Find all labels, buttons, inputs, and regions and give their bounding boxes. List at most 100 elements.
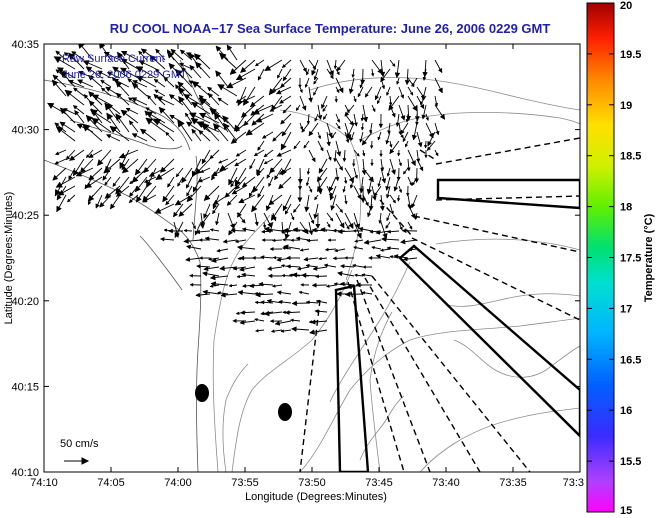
current-vector-head: [119, 67, 127, 74]
current-vector-head: [313, 91, 317, 96]
current-vector-head: [439, 113, 446, 120]
current-vector-head: [336, 119, 341, 123]
current-vector-head: [367, 212, 372, 218]
current-vector-head: [406, 193, 410, 197]
current-vector-head: [305, 71, 310, 76]
current-vector-head: [353, 98, 357, 103]
current-vector-head: [69, 155, 76, 161]
current-vector-head: [158, 106, 166, 114]
current-vector-head: [364, 201, 369, 207]
current-vector-head: [249, 192, 253, 198]
current-vector-head: [175, 68, 183, 77]
current-vector-head: [392, 199, 396, 204]
current-vector-head: [241, 181, 248, 188]
current-vector-head: [143, 166, 150, 174]
current-vector-head: [204, 236, 210, 241]
current-vector-head: [326, 141, 331, 147]
current-vector-head: [299, 89, 303, 94]
current-vector-head: [366, 188, 373, 195]
current-vector-head: [337, 125, 341, 130]
current-vector-head: [410, 160, 416, 167]
current-vector-head: [87, 194, 95, 202]
observation-marker: [195, 384, 209, 402]
current-vector-head: [231, 189, 238, 195]
current-vector-head: [142, 197, 148, 203]
y-tick-label: 40:35: [11, 39, 39, 51]
current-vector-head: [63, 52, 69, 57]
current-vector-head: [317, 135, 322, 140]
current-vector-head: [236, 244, 243, 251]
current-vector-head: [211, 170, 218, 177]
y-tick-label: 40:20: [11, 296, 39, 308]
current-vector-head: [351, 163, 356, 167]
current-vector-head: [234, 162, 240, 167]
current-vector-head: [55, 181, 63, 188]
current-vector-head: [269, 107, 275, 112]
current-vector-head: [251, 120, 258, 126]
current-vector-head: [103, 51, 110, 57]
current-vector-head: [293, 208, 297, 213]
current-vector-head: [166, 50, 175, 59]
current-vector-head: [85, 154, 90, 159]
current-vector-head: [201, 122, 210, 131]
colorbar-tick-label: 16: [620, 405, 632, 417]
current-vector-head: [186, 195, 194, 203]
current-vector-head: [426, 146, 432, 151]
current-vector-head: [217, 84, 225, 91]
current-vector-head: [314, 117, 318, 122]
current-vector-head: [257, 76, 262, 81]
current-vector-head: [91, 117, 100, 125]
current-vector-head: [220, 292, 226, 298]
current-vector-head: [301, 105, 307, 111]
current-vector-head: [240, 66, 247, 73]
current-vector-head: [276, 257, 282, 262]
current-vector-head: [380, 76, 386, 83]
current-vector-head: [252, 186, 259, 193]
current-vector-head: [212, 203, 218, 210]
current-vector-head: [183, 238, 189, 244]
current-vector-head: [174, 231, 180, 238]
current-vector-head: [99, 44, 106, 50]
current-vector-head: [349, 184, 354, 189]
current-vector-head: [160, 166, 167, 173]
current-vector-head: [266, 174, 271, 179]
current-vector-head: [195, 229, 201, 235]
current-vector-head: [105, 86, 112, 92]
current-vector-head: [120, 109, 128, 117]
current-vector-head: [308, 188, 313, 193]
current-vector-head: [57, 189, 65, 196]
current-vector-head: [235, 73, 244, 81]
current-vector-head: [385, 224, 389, 229]
current-vector-head: [64, 89, 73, 98]
current-vector-head: [401, 228, 407, 234]
current-vector-head: [229, 67, 237, 75]
current-vector-head: [402, 170, 407, 175]
current-vector-head: [165, 131, 170, 137]
current-vector-head: [241, 218, 246, 224]
current-vector-head: [356, 152, 360, 157]
current-vector-head: [129, 192, 134, 197]
current-vector-head: [343, 180, 348, 185]
current-vector-head: [276, 152, 282, 157]
current-vector-head: [424, 154, 428, 159]
current-vector-head: [128, 97, 133, 102]
current-vector-head: [239, 319, 245, 325]
current-vector-head: [125, 107, 131, 112]
current-vector-head: [308, 130, 314, 137]
current-vector-head: [115, 113, 123, 121]
current-vector-head: [282, 238, 286, 242]
current-vector-head: [314, 274, 319, 279]
x-axis-ticks: 74:10 74:05 74:00 73:55 73:50 73:45 73:40 73:35…: [30, 44, 584, 489]
current-vector-head: [291, 216, 295, 221]
current-vector-head: [276, 290, 282, 295]
current-vector-head: [373, 192, 378, 197]
current-vector-head: [181, 67, 187, 73]
current-vector-head: [106, 71, 112, 77]
current-vector-head: [284, 310, 290, 315]
current-vector-head: [399, 239, 406, 245]
current-vector-head: [295, 236, 301, 241]
current-vector-head: [306, 120, 311, 125]
current-vector-head: [329, 217, 334, 222]
current-vector-head: [393, 254, 399, 259]
current-vector-head: [389, 255, 394, 259]
